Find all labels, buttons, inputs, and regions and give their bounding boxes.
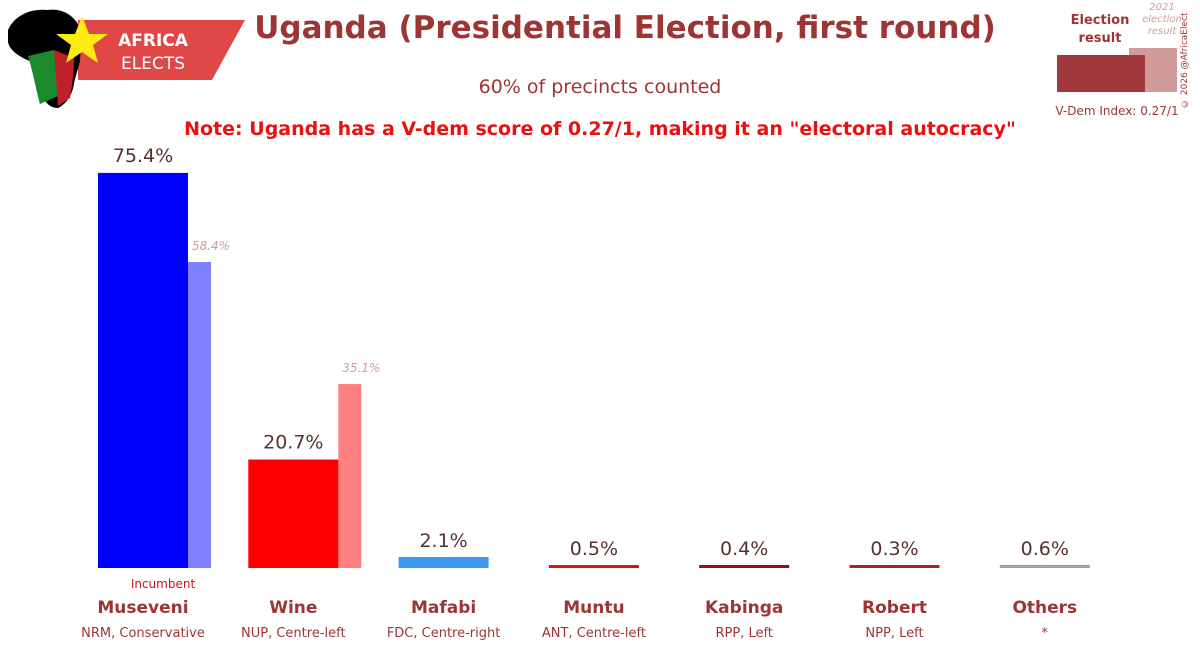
candidate-party: NUP, Centre-left bbox=[241, 626, 346, 641]
candidate-name: Muntu bbox=[563, 598, 624, 618]
legend-current-label: Election result bbox=[1070, 13, 1130, 46]
logo-line2: ELECTS bbox=[121, 54, 185, 74]
previous-bar-wine bbox=[338, 384, 362, 568]
candidate-party: ANT, Centre-left bbox=[542, 626, 646, 641]
bar-kabinga bbox=[699, 565, 790, 568]
incumbent-label: Incumbent bbox=[131, 577, 196, 591]
legend: Election result 2021 election result V-D… bbox=[1045, 0, 1200, 125]
bar-robert bbox=[849, 565, 940, 568]
previous-bar-museveni bbox=[188, 261, 211, 568]
candidate-name: Museveni bbox=[97, 598, 188, 618]
candidate-party: RPP, Left bbox=[715, 626, 772, 641]
bar-others bbox=[999, 564, 1090, 568]
candidate-party: * bbox=[1042, 626, 1049, 641]
previous-value-label: 35.1% bbox=[342, 361, 380, 375]
candidate-name: Kabinga bbox=[705, 598, 783, 618]
value-label: 75.4% bbox=[113, 145, 173, 167]
africa-map-icon: AFRICA ELECTS bbox=[8, 9, 245, 108]
value-label: 2.1% bbox=[419, 530, 467, 552]
value-label: 0.6% bbox=[1021, 538, 1069, 560]
vdem-index: V-Dem Index: 0.27/1 bbox=[1055, 104, 1179, 118]
bar-muntu bbox=[548, 565, 639, 568]
candidate-party: NRM, Conservative bbox=[81, 626, 205, 641]
logo-line1: AFRICA bbox=[118, 31, 189, 51]
candidate-party: NPP, Left bbox=[865, 626, 923, 641]
chart-subtitle: 60% of precincts counted bbox=[478, 76, 722, 98]
bar-mafabi bbox=[398, 556, 489, 568]
value-label: 0.5% bbox=[570, 538, 618, 560]
bar-museveni bbox=[98, 172, 188, 569]
chart-note: Note: Uganda has a V-dem score of 0.27/1… bbox=[184, 118, 1016, 140]
candidate-name: Others bbox=[1012, 598, 1077, 618]
candidate-name: Robert bbox=[862, 598, 927, 618]
value-label: 0.3% bbox=[870, 538, 918, 560]
bar-wine bbox=[248, 459, 339, 568]
value-label: 20.7% bbox=[263, 432, 323, 454]
legend-current-swatch bbox=[1057, 55, 1145, 92]
chart-title: Uganda (Presidential Election, first rou… bbox=[254, 10, 996, 46]
africa-elects-logo: AFRICA ELECTS bbox=[0, 0, 250, 115]
previous-value-label: 58.4% bbox=[192, 239, 230, 253]
value-label: 0.4% bbox=[720, 538, 768, 560]
candidate-name: Wine bbox=[269, 598, 317, 618]
candidate-party: FDC, Centre-right bbox=[387, 626, 501, 641]
legend-previous-label: 2021 election result bbox=[1142, 2, 1182, 37]
candidate-name: Mafabi bbox=[411, 598, 476, 618]
